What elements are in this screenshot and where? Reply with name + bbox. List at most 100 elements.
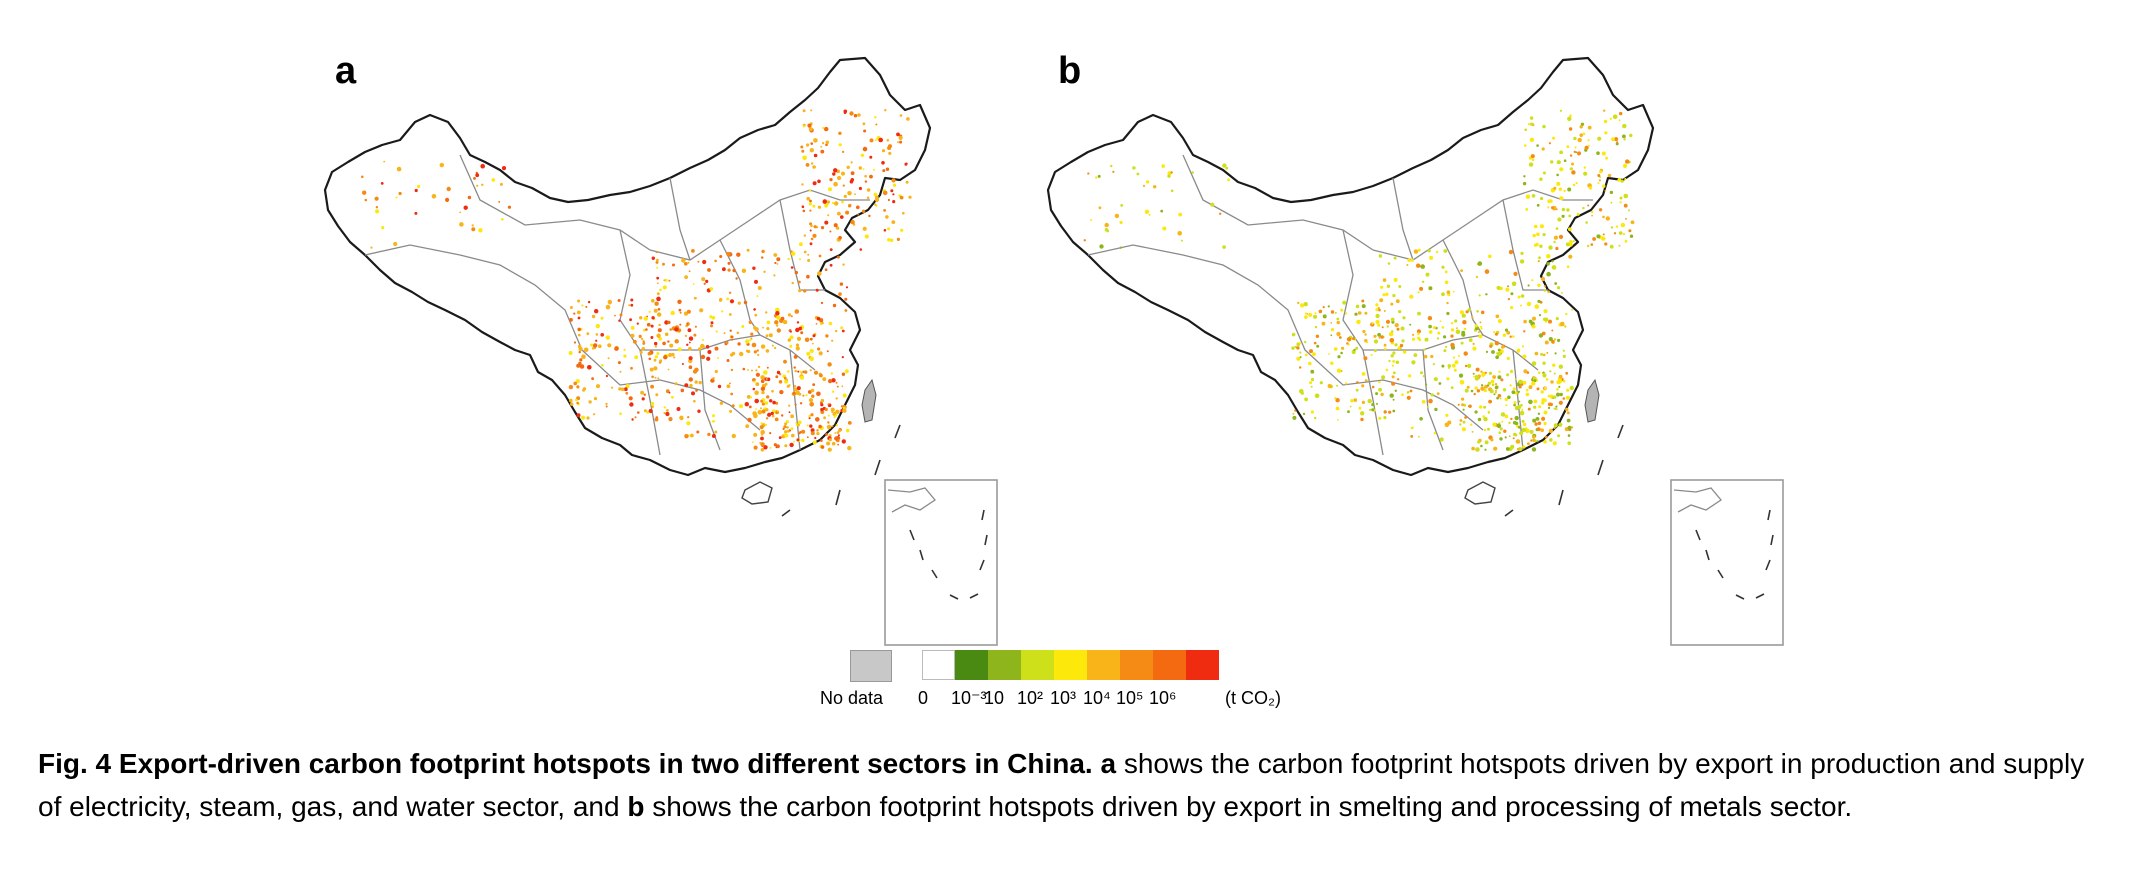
hotspot-dot [774, 320, 779, 325]
hotspot-dot [1525, 428, 1530, 434]
hotspot-dot [824, 268, 828, 271]
hotspot-dot [862, 146, 868, 152]
hotspot-dot [1546, 254, 1551, 259]
hotspot-dot [1505, 447, 1510, 451]
hotspot-dot [674, 382, 678, 386]
hotspot-dot [1294, 409, 1297, 412]
hotspot-dot [1487, 427, 1490, 431]
hotspot-dot [1505, 404, 1508, 407]
hotspot-dot [889, 238, 894, 243]
hotspot-dot [617, 361, 621, 365]
hotspot-dot [791, 251, 796, 256]
hotspot-dot [645, 328, 648, 331]
hotspot-dot [904, 162, 908, 166]
hotspot-dot [1604, 242, 1608, 246]
hotspot-dot [761, 409, 766, 414]
boundary-dash [781, 509, 791, 517]
hotspot-dot [766, 366, 769, 369]
province-borders [1087, 154, 1593, 456]
hotspot-dot [1462, 420, 1466, 424]
hotspot-dot [771, 389, 774, 393]
hotspot-dot [1312, 352, 1316, 356]
hotspot-dot [1170, 189, 1174, 193]
hotspot-dot [1142, 184, 1146, 187]
hotspot-dot [712, 420, 715, 423]
hotspot-dot [581, 354, 586, 360]
hotspot-dot [576, 413, 581, 418]
hotspot-dot [1433, 431, 1437, 435]
hotspot-dot [688, 365, 693, 370]
hotspot-dot [815, 323, 818, 325]
hotspot-dot [1546, 351, 1549, 354]
hotspot-dot [1541, 416, 1546, 421]
hotspot-dot [1524, 128, 1527, 132]
hotspot-dot [1597, 182, 1600, 185]
hotspot-dot [1542, 124, 1546, 129]
hotspot-dot [1119, 246, 1122, 249]
hotspot-dot [1210, 202, 1215, 207]
hotspot-dot [1443, 349, 1447, 353]
hotspot-dot [637, 411, 640, 414]
hotspot-dot [787, 429, 790, 433]
hotspot-dot [1480, 310, 1485, 315]
hotspot-dot [1568, 127, 1573, 131]
hotspot-dot [692, 283, 695, 285]
hotspot-dot [1567, 187, 1572, 192]
hotspot-dot [1597, 136, 1602, 141]
hotspot-dot [1552, 441, 1557, 446]
hotspot-dot [769, 446, 772, 449]
hotspot-dot [908, 195, 912, 199]
hotspot-dot [1609, 190, 1614, 195]
hotspot-dot [787, 257, 790, 261]
hotspot-dot [806, 143, 810, 147]
no-data-label: No data [820, 688, 884, 708]
hotspot-dot [1549, 370, 1552, 373]
hotspot-dot [1490, 379, 1495, 384]
hotspot-dot [605, 335, 610, 340]
hotspot-dot [736, 252, 741, 257]
hotspot-dot [445, 197, 450, 202]
hotspot-dot [577, 299, 581, 303]
hotspot-dot [577, 327, 581, 332]
hotspot-dot [756, 349, 759, 352]
hotspot-dot [694, 380, 698, 384]
hotspot-dot [1441, 364, 1445, 368]
hotspot-dot [1330, 328, 1335, 332]
hotspot-dot [1625, 218, 1627, 220]
inset-dashes [909, 509, 988, 600]
hotspot-dot [1590, 243, 1594, 246]
hotspot-dot [804, 337, 810, 343]
hotspot-dot [619, 370, 622, 373]
hotspot-dot [1191, 171, 1194, 174]
hotspot-dot [806, 424, 809, 427]
panel-label-b: b [1058, 50, 1082, 92]
hotspot-dot [806, 436, 809, 439]
hotspot-dot [833, 416, 836, 419]
hotspot-dot [636, 322, 639, 325]
hotspot-dot [731, 433, 736, 439]
hotspot-dot [760, 399, 763, 403]
hotspot-dot [745, 424, 750, 428]
hotspot-dot [1476, 310, 1479, 313]
hotspot-dot [581, 415, 586, 420]
hotspot-dot [862, 226, 867, 231]
legend-swatch [1120, 650, 1153, 680]
hotspot-dot [1540, 352, 1544, 356]
hotspot-dot [809, 209, 812, 212]
hotspot-dot [842, 393, 847, 398]
hotspot-dot [593, 413, 596, 416]
hotspot-dot [1506, 330, 1511, 335]
hotspot-dot [1304, 353, 1308, 357]
hotspot-dot [1454, 319, 1458, 323]
hotspot-dot [680, 388, 685, 393]
hotspot-dot [1613, 232, 1617, 235]
hotspot-dot [1562, 354, 1566, 358]
hotspot-dot [658, 323, 661, 327]
hotspot-dot [1602, 184, 1606, 188]
hotspot-dot [760, 375, 765, 380]
hotspot-dot [1292, 415, 1297, 420]
hotspot-dot [1376, 402, 1378, 405]
hotspot-dot [1347, 343, 1350, 346]
hotspot-dot [1617, 178, 1622, 182]
hotspot-dot [1337, 355, 1341, 359]
